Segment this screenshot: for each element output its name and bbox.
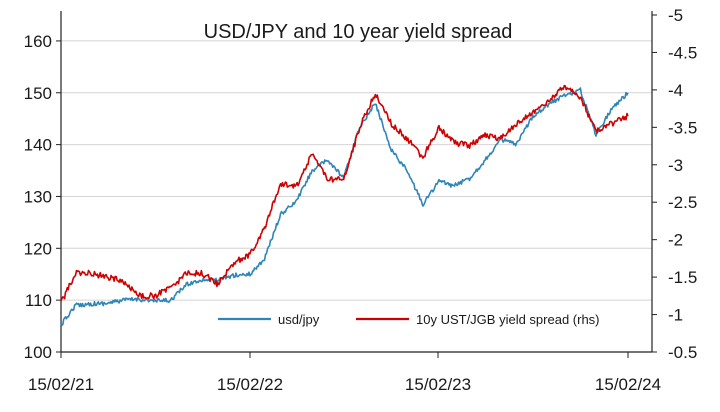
series-lines [60,84,629,327]
y-left-tick-label: 150 [24,84,52,103]
y-right-tick-label: -5 [668,6,683,25]
legend-label-yield-spread: 10y UST/JGB yield spread (rhs) [416,312,600,327]
y-right-tick-label: -2 [668,231,683,250]
series-line-usd-jpy [60,87,629,327]
x-tick-label: 15/02/24 [595,375,661,394]
tick-labels: 100 110 120 130 140 150 160 -0.5 -1 -1.5 -2 -2.5 -3 -… [24,6,698,394]
y-left-tick-label: 120 [24,239,52,258]
y-right-tick-label: -4 [668,81,683,100]
y-right-tick-label: -3 [668,156,683,175]
y-right-tick-label: -1.5 [668,268,697,287]
gridlines [61,40,652,301]
y-right-tick-label: -0.5 [668,343,697,362]
series-line-yield-spread [60,84,629,302]
y-left-tick-label: 130 [24,187,52,206]
y-right-tick-label: -1 [668,306,683,325]
x-tick-label: 15/02/22 [217,375,283,394]
x-tick-label: 15/02/23 [405,375,471,394]
y-left-tick-label: 160 [24,32,52,51]
y-right-tick-label: -4.5 [668,43,697,62]
y-left-tick-label: 140 [24,136,52,155]
axes [56,11,657,358]
legend-label-usd-jpy: usd/jpy [278,312,320,327]
legend: usd/jpy 10y UST/JGB yield spread (rhs) [218,312,600,327]
y-left-tick-label: 110 [25,291,52,310]
chart-title: USD/JPY and 10 year yield spread [204,21,513,43]
y-right-tick-label: -2.5 [668,193,697,212]
y-right-tick-label: -3.5 [668,118,697,137]
y-left-tick-label: 100 [24,343,52,362]
x-tick-label: 15/02/21 [28,375,94,394]
